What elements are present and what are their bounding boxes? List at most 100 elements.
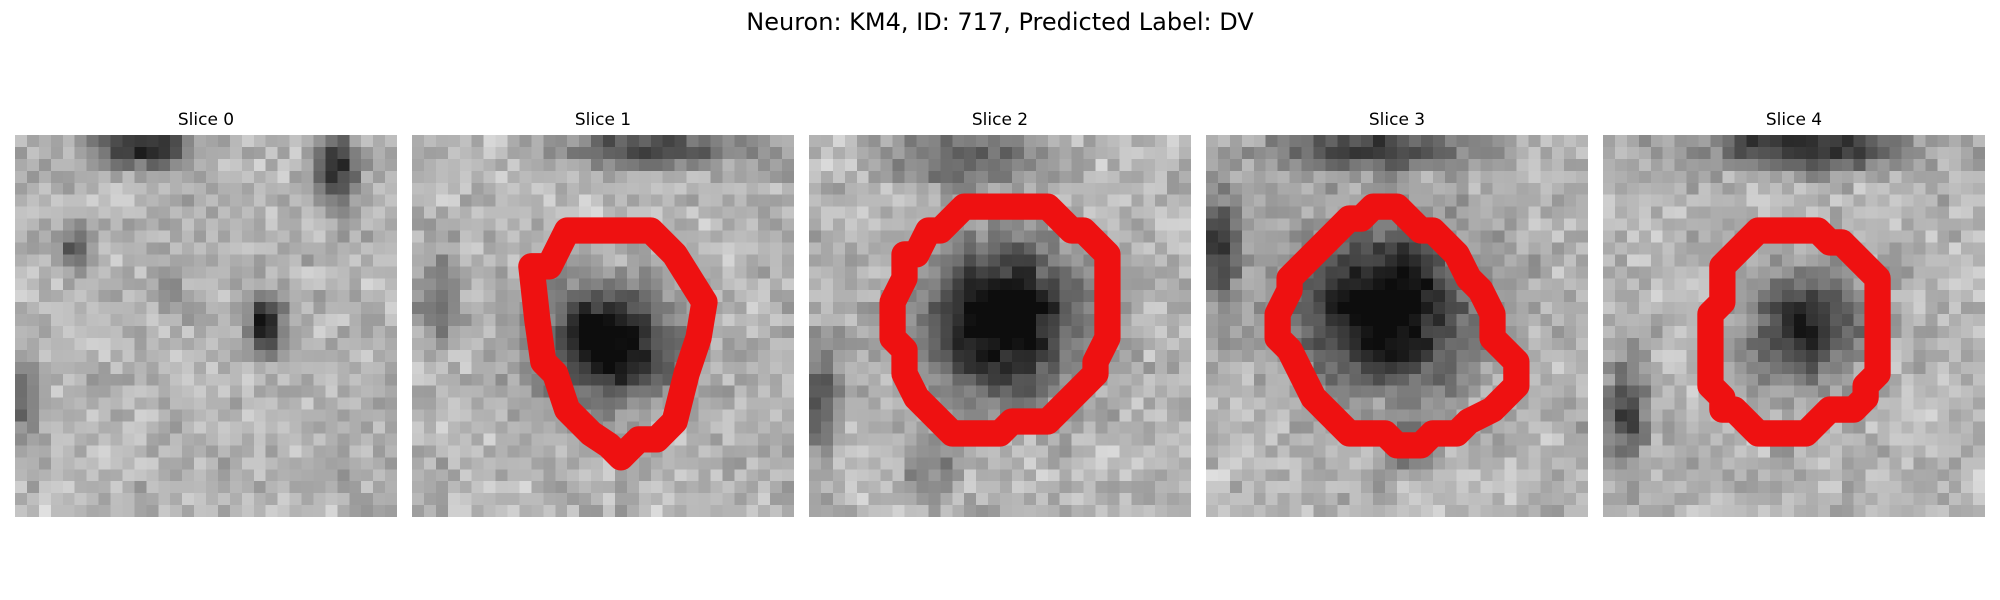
pixel-cell	[1361, 349, 1374, 363]
pixel-cell	[98, 349, 111, 363]
pixel-cell	[928, 493, 941, 506]
pixel-cell	[122, 146, 135, 160]
pixel-cell	[229, 230, 243, 243]
pixel-cell	[349, 182, 362, 195]
pixel-cell	[1179, 505, 1191, 517]
pixel-cell	[1674, 158, 1687, 172]
pixel-cell	[1217, 481, 1231, 494]
pixel-cell	[1468, 194, 1481, 207]
pixel-cell	[976, 326, 989, 339]
pixel-cell	[277, 135, 290, 148]
pixel-cell	[122, 254, 135, 267]
pixel-cell	[412, 314, 425, 327]
pixel-cell	[1131, 505, 1144, 517]
pixel-cell	[1011, 445, 1025, 458]
pixel-cell	[1901, 290, 1914, 303]
pixel-cell	[170, 469, 183, 482]
pixel-cell	[1516, 194, 1529, 207]
pixel-cell	[1889, 206, 1902, 219]
pixel-cell	[928, 326, 941, 339]
pixel-cell	[146, 218, 159, 231]
pixel-cell	[1047, 445, 1060, 458]
pixel-cell	[182, 194, 195, 207]
pixel-cell	[940, 505, 953, 517]
pixel-cell	[1408, 302, 1422, 315]
pixel-cell	[98, 182, 111, 195]
pixel-cell	[770, 481, 783, 494]
pixel-cell	[1540, 278, 1553, 291]
pixel-cell	[447, 194, 460, 207]
pixel-cell	[1853, 302, 1866, 315]
pixel-cell	[1241, 158, 1254, 172]
pixel-cell	[182, 218, 195, 231]
pixel-cell	[1023, 505, 1037, 517]
pixel-cell	[412, 146, 425, 160]
pixel-cell	[471, 433, 484, 446]
pixel-cell	[1528, 302, 1541, 315]
pixel-cell	[1047, 146, 1060, 160]
pixel-cell	[26, 493, 40, 506]
pixel-cell	[1408, 135, 1422, 148]
pixel-cell	[74, 170, 87, 183]
pixel-cell	[868, 218, 881, 231]
pixel-cell	[1095, 469, 1108, 482]
pixel-cell	[770, 194, 783, 207]
pixel-cell	[1265, 445, 1278, 458]
pixel-cell	[74, 373, 87, 386]
pixel-cell	[1241, 314, 1254, 327]
pixel-cell	[868, 409, 881, 422]
pixel-cell	[928, 373, 941, 386]
pixel-cell	[38, 409, 52, 422]
pixel-cell	[567, 457, 580, 470]
pixel-cell	[567, 170, 580, 183]
pixel-cell	[1576, 469, 1588, 482]
pixel-cell	[1083, 314, 1096, 327]
pixel-cell	[1155, 242, 1168, 255]
pixel-cell	[361, 170, 374, 183]
pixel-cell	[1059, 481, 1072, 494]
pixel-cell	[531, 242, 544, 255]
pixel-cell	[904, 457, 917, 470]
pixel-cell	[1614, 254, 1628, 267]
pixel-cell	[1143, 302, 1156, 315]
pixel-cell	[1432, 505, 1445, 517]
pixel-cell	[1913, 361, 1926, 374]
pixel-cell	[868, 361, 881, 374]
pixel-cell	[86, 326, 99, 339]
pixel-cell	[1913, 218, 1926, 231]
pixel-cell	[1805, 302, 1819, 315]
pixel-cell	[1179, 254, 1191, 267]
pixel-cell	[1373, 290, 1386, 303]
pixel-cell	[1662, 206, 1675, 219]
pixel-cell	[567, 278, 580, 291]
pixel-cell	[832, 409, 846, 422]
pixel-cell	[1698, 135, 1711, 148]
pixel-cell	[1973, 361, 1985, 374]
pixel-cell	[832, 397, 846, 410]
pixel-cell	[1650, 337, 1663, 351]
pixel-cell	[1564, 421, 1577, 434]
pixel-cell	[1794, 326, 1807, 339]
pixel-cell	[1229, 433, 1243, 446]
pixel-cell	[880, 373, 893, 386]
pixel-cell	[1841, 146, 1854, 160]
pixel-cell	[435, 397, 449, 410]
pixel-cell	[241, 445, 254, 458]
pixel-cell	[1456, 493, 1469, 506]
pixel-cell	[1901, 361, 1914, 374]
pixel-cell	[1408, 170, 1422, 183]
pixel-cell	[277, 182, 290, 195]
pixel-cell	[591, 326, 604, 339]
pixel-cell	[15, 290, 28, 303]
pixel-cell	[1564, 230, 1577, 243]
pixel-cell	[1638, 361, 1651, 374]
pixel-cell	[483, 433, 496, 446]
pixel-cell	[1603, 266, 1616, 279]
pixel-cell	[423, 146, 437, 160]
pixel-cell	[1131, 421, 1144, 434]
pixel-cell	[1817, 182, 1831, 195]
pixel-cell	[459, 242, 472, 255]
pixel-cell	[134, 409, 147, 422]
pixel-cell	[277, 385, 290, 398]
pixel-cell	[1841, 433, 1854, 446]
